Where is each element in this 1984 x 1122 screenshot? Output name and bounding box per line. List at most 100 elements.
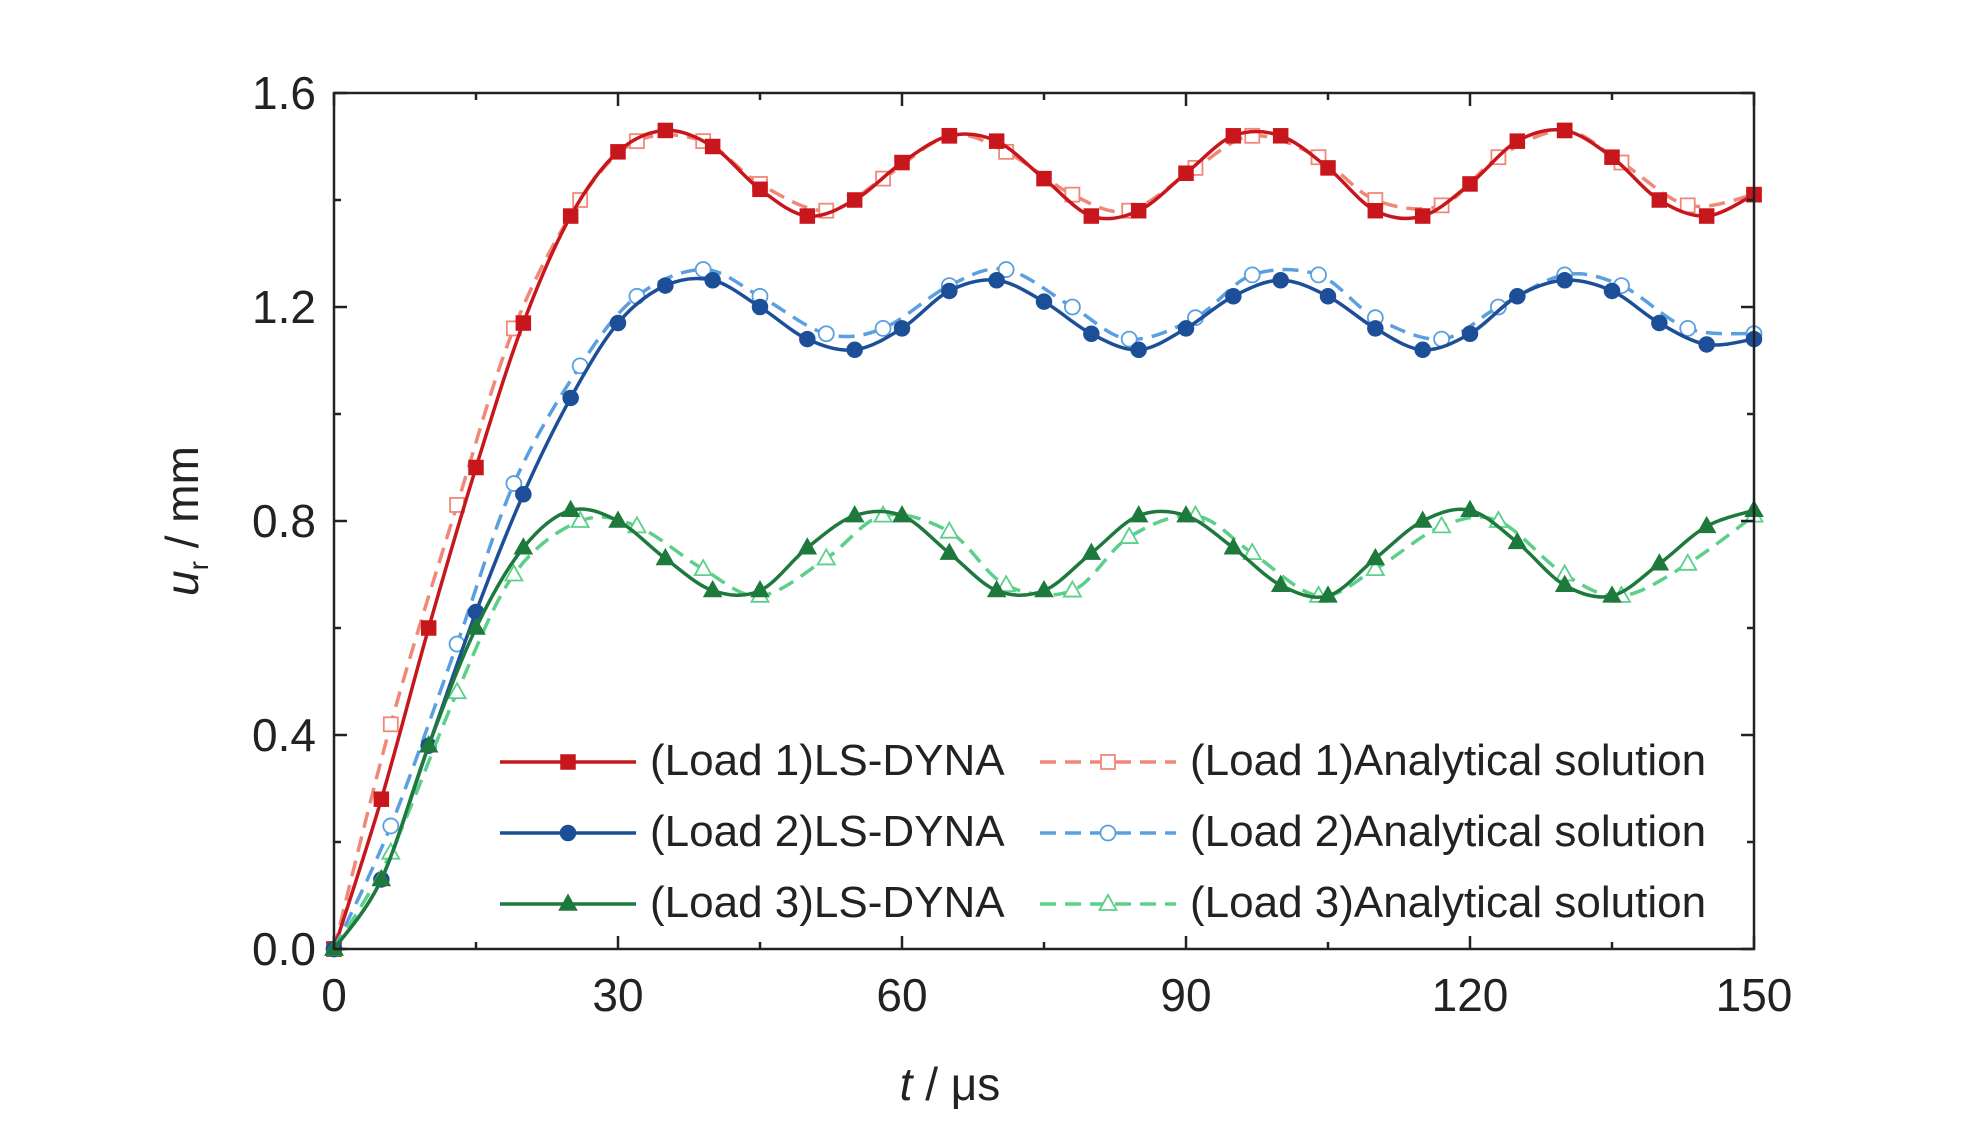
data-point xyxy=(1651,314,1668,332)
data-point xyxy=(941,128,958,144)
legend-item: (Load 1)Analytical solution xyxy=(1040,736,1706,785)
data-point xyxy=(704,272,721,289)
x-tick-label: 60 xyxy=(876,969,927,1021)
data-point xyxy=(1556,122,1573,139)
data-point xyxy=(1119,526,1140,544)
data-point xyxy=(997,261,1015,278)
data-point xyxy=(1178,165,1194,181)
data-point xyxy=(608,510,628,528)
data-point xyxy=(1128,505,1149,523)
data-point xyxy=(373,791,390,807)
legend-marker xyxy=(1097,893,1119,911)
y-axis-unit: / mm xyxy=(156,446,208,561)
data-point xyxy=(657,122,674,139)
data-point xyxy=(799,208,816,224)
x-tick-label: 30 xyxy=(592,969,643,1021)
data-point xyxy=(693,558,714,577)
data-point xyxy=(1064,186,1081,203)
data-point xyxy=(1604,149,1620,165)
data-point xyxy=(1414,341,1431,359)
data-point xyxy=(1367,320,1384,337)
data-point xyxy=(1035,293,1053,310)
data-point xyxy=(1698,336,1715,353)
data-point xyxy=(1318,585,1338,603)
data-point xyxy=(655,547,676,566)
data-point xyxy=(1556,272,1573,289)
data-point xyxy=(1319,288,1337,305)
data-point xyxy=(1130,341,1147,359)
data-point xyxy=(996,574,1017,593)
data-point xyxy=(1176,505,1196,523)
legend-item: (Load 2)LS-DYNA xyxy=(500,807,1005,856)
data-point xyxy=(515,486,532,503)
legend-marker xyxy=(560,754,576,770)
data-point xyxy=(1034,580,1054,598)
data-point xyxy=(988,272,1005,289)
data-point xyxy=(562,389,579,407)
data-point xyxy=(1036,170,1052,187)
data-point xyxy=(560,499,581,518)
data-point xyxy=(1272,272,1289,289)
data-point xyxy=(1677,552,1698,571)
legend-item: (Load 1)LS-DYNA xyxy=(500,736,1005,785)
data-point xyxy=(1679,319,1697,337)
data-point xyxy=(570,510,591,528)
legend-label: (Load 3)Analytical solution xyxy=(1190,878,1706,927)
data-point xyxy=(1320,160,1336,176)
data-point xyxy=(505,475,523,492)
data-point xyxy=(941,282,958,300)
data-point xyxy=(1554,574,1575,592)
data-point xyxy=(846,192,863,208)
data-point xyxy=(702,580,723,598)
data-point xyxy=(1225,288,1242,305)
legend-item: (Load 3)Analytical solution xyxy=(1040,878,1706,927)
data-point xyxy=(873,504,894,523)
series-layer xyxy=(323,122,1765,958)
y-tick-label: 0.0 xyxy=(252,923,316,975)
axis-ticks: 0 30 60 90 120 150 0.0 0.4 0.8 1.2 1.6 xyxy=(252,67,1792,1021)
legend-label: (Load 1)Analytical solution xyxy=(1190,736,1706,785)
data-point xyxy=(1649,553,1670,571)
legend-label: (Load 2)Analytical solution xyxy=(1190,807,1706,856)
y-tick-label: 1.2 xyxy=(252,281,316,333)
data-point xyxy=(1603,282,1621,300)
data-point xyxy=(1243,266,1261,284)
data-point xyxy=(816,547,837,566)
data-point xyxy=(447,681,468,700)
data-point xyxy=(610,144,626,160)
data-point xyxy=(1461,325,1479,342)
legend-marker xyxy=(1100,754,1116,770)
legend-item: (Load 2)Analytical solution xyxy=(1040,807,1706,856)
data-point xyxy=(892,505,912,523)
data-point xyxy=(752,181,768,198)
data-point xyxy=(382,716,399,733)
data-point xyxy=(1696,515,1717,534)
legend-marker xyxy=(559,824,577,842)
data-point xyxy=(1081,542,1102,560)
data-point xyxy=(1083,325,1100,342)
data-point xyxy=(939,520,960,539)
data-point xyxy=(468,459,484,476)
data-point xyxy=(1225,128,1242,144)
data-point xyxy=(988,133,1005,149)
data-point xyxy=(844,505,865,523)
data-point xyxy=(1310,266,1327,284)
x-tick-label: 90 xyxy=(1160,969,1211,1021)
data-point xyxy=(1460,499,1480,518)
data-point xyxy=(420,620,437,636)
x-tick-label: 120 xyxy=(1432,969,1509,1021)
data-point xyxy=(515,315,532,331)
data-point xyxy=(986,580,1007,598)
data-point xyxy=(817,325,835,343)
y-tick-label: 1.6 xyxy=(252,67,316,119)
data-point xyxy=(1365,547,1386,566)
data-point xyxy=(513,537,534,555)
data-point xyxy=(609,314,627,332)
data-point xyxy=(939,542,960,560)
legend-label: (Load 3)LS-DYNA xyxy=(650,878,1005,927)
data-point xyxy=(846,341,863,359)
data-point xyxy=(893,320,911,337)
data-point xyxy=(1270,574,1291,592)
legend-item: (Load 3)LS-DYNA xyxy=(500,878,1005,927)
